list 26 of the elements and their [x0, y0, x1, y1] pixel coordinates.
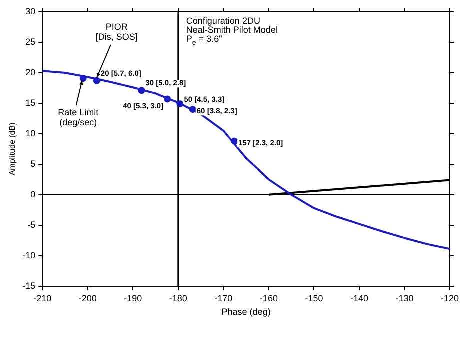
x-tick-label: -160 — [260, 293, 278, 304]
x-tick-label: -190 — [124, 293, 142, 304]
y-tick-label: 20 — [26, 67, 36, 78]
y-tick-label: 10 — [26, 128, 36, 138]
y-tick-label: -10 — [22, 250, 36, 260]
x-tick-label: -130 — [396, 293, 414, 304]
annotation: Rate Limit (deg/sec) — [58, 107, 100, 128]
y-tick-label: 25 — [26, 36, 36, 47]
x-tick-label: -200 — [78, 293, 97, 304]
y-tick-label: 0 — [30, 189, 36, 200]
x-tick-label: -140 — [350, 293, 368, 304]
y-tick-label: 15 — [26, 98, 36, 108]
x-tick-label: -210 — [34, 293, 52, 304]
y-tick-label: -5 — [28, 220, 36, 230]
x-axis-title: Phase (deg) — [222, 307, 271, 318]
annotation: PIOR [Dis, SOS] — [96, 22, 138, 42]
y-tick-label: 30 — [26, 6, 36, 16]
y-axis-title: Amplitude (dB) — [8, 122, 18, 176]
x-tick-label: -150 — [305, 293, 324, 304]
annotation: Configuration 2DU — [186, 16, 260, 26]
y-tick-label: 5 — [30, 158, 36, 169]
x-tick-label: -180 — [169, 293, 188, 304]
x-tick-label: -120 — [440, 293, 460, 304]
annotation: Neal-Smith Pilot Model — [186, 25, 278, 35]
y-tick-label: -15 — [22, 280, 36, 291]
x-tick-label: -170 — [214, 293, 233, 304]
